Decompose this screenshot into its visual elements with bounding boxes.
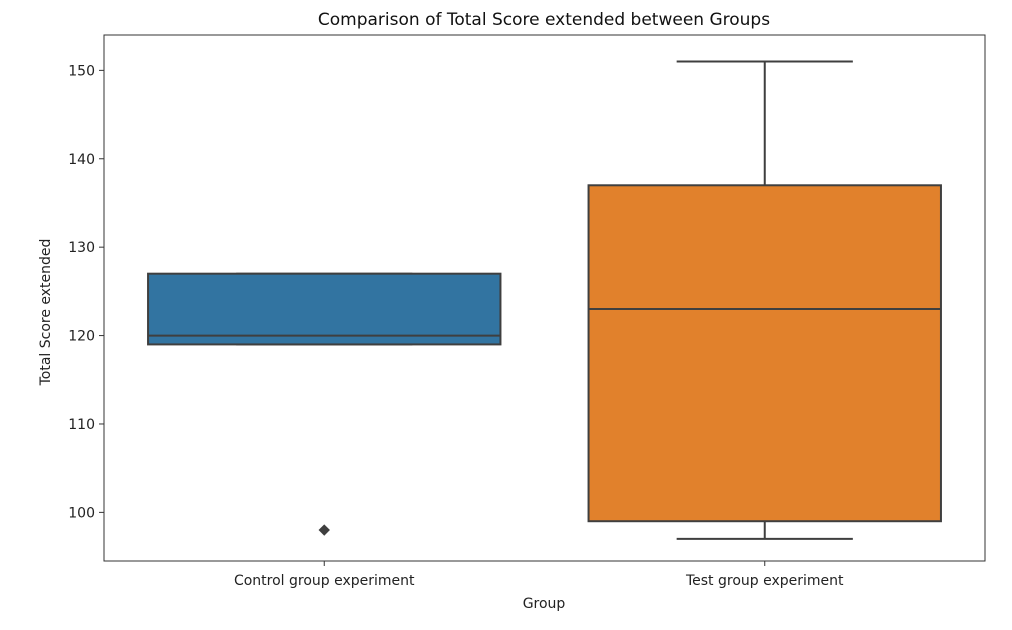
chart-title: Comparison of Total Score extended betwe… bbox=[318, 10, 770, 30]
x-tick-label: Control group experiment bbox=[234, 573, 415, 589]
outlier-point bbox=[318, 524, 330, 536]
y-tick-label: 120 bbox=[68, 329, 95, 345]
x-tick-label: Test group experiment bbox=[685, 573, 844, 589]
y-axis-label: Total Score extended bbox=[38, 239, 54, 387]
plot-area: Control group experiment Test group exper… bbox=[68, 34, 986, 589]
plot-frame bbox=[103, 34, 986, 562]
y-tick-label: 110 bbox=[68, 417, 95, 433]
y-tick-label: 140 bbox=[68, 152, 95, 168]
y-tick-label: 130 bbox=[68, 240, 95, 256]
y-tick-label: 150 bbox=[68, 63, 95, 79]
box-1 bbox=[147, 272, 502, 346]
y-tick-label: 100 bbox=[68, 505, 95, 521]
box-2 bbox=[587, 184, 942, 523]
x-axis-label: Group bbox=[523, 596, 566, 612]
